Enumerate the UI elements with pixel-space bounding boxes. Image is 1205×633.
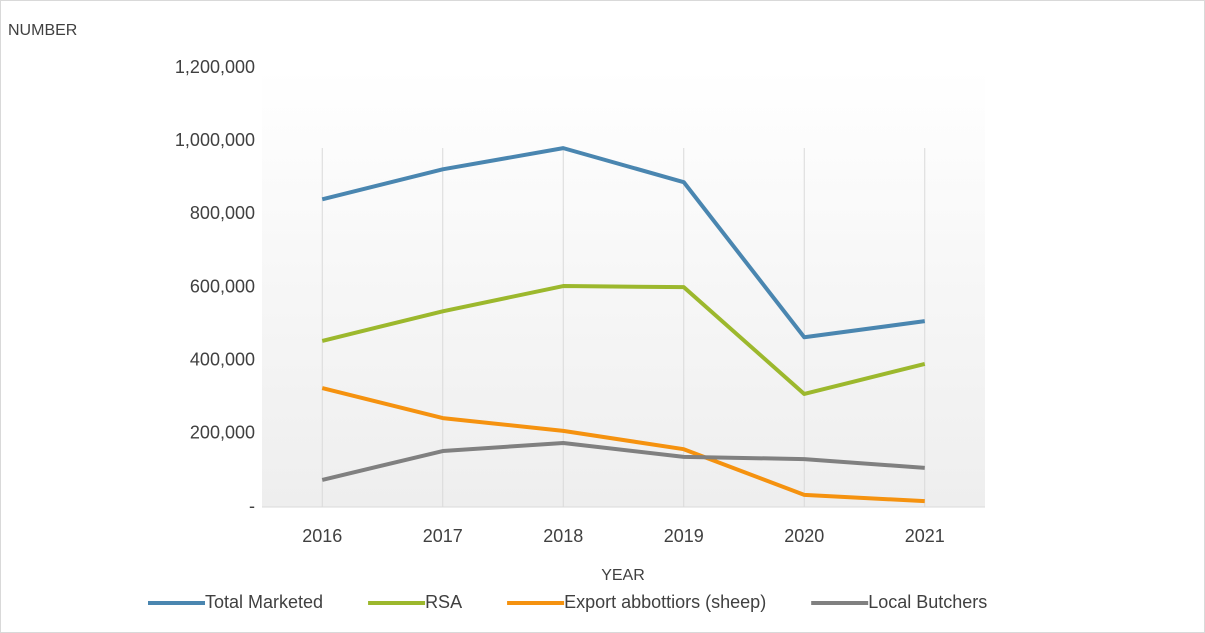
y-axis-label: NUMBER — [8, 22, 77, 39]
x-tick-label: 2016 — [302, 526, 342, 546]
x-tick-label: 2020 — [784, 526, 824, 546]
series-line — [321, 440, 925, 482]
y-tick-label: 1,200,000 — [175, 57, 255, 77]
y-tick-label: 200,000 — [190, 423, 255, 443]
y-tick-label: 400,000 — [190, 349, 255, 369]
legend-label: Total Marketed — [205, 592, 323, 612]
x-tick-label: 2019 — [664, 526, 704, 546]
x-tick-label: 2018 — [543, 526, 583, 546]
legend-label: Export abbottiors (sheep) — [564, 592, 766, 612]
series-line — [321, 146, 926, 340]
x-axis-label: YEAR — [601, 567, 645, 584]
x-tick-label: 2021 — [905, 526, 945, 546]
legend-label: RSA — [425, 592, 462, 612]
series-line — [321, 386, 925, 504]
x-tick-label: 2017 — [423, 526, 463, 546]
series-line — [321, 284, 926, 396]
y-tick-label: 1,000,000 — [175, 130, 255, 150]
legend-label: Local Butchers — [868, 592, 987, 612]
y-tick-label: - — [249, 496, 255, 516]
y-tick-label: 800,000 — [190, 203, 255, 223]
y-tick-label: 600,000 — [190, 276, 255, 296]
